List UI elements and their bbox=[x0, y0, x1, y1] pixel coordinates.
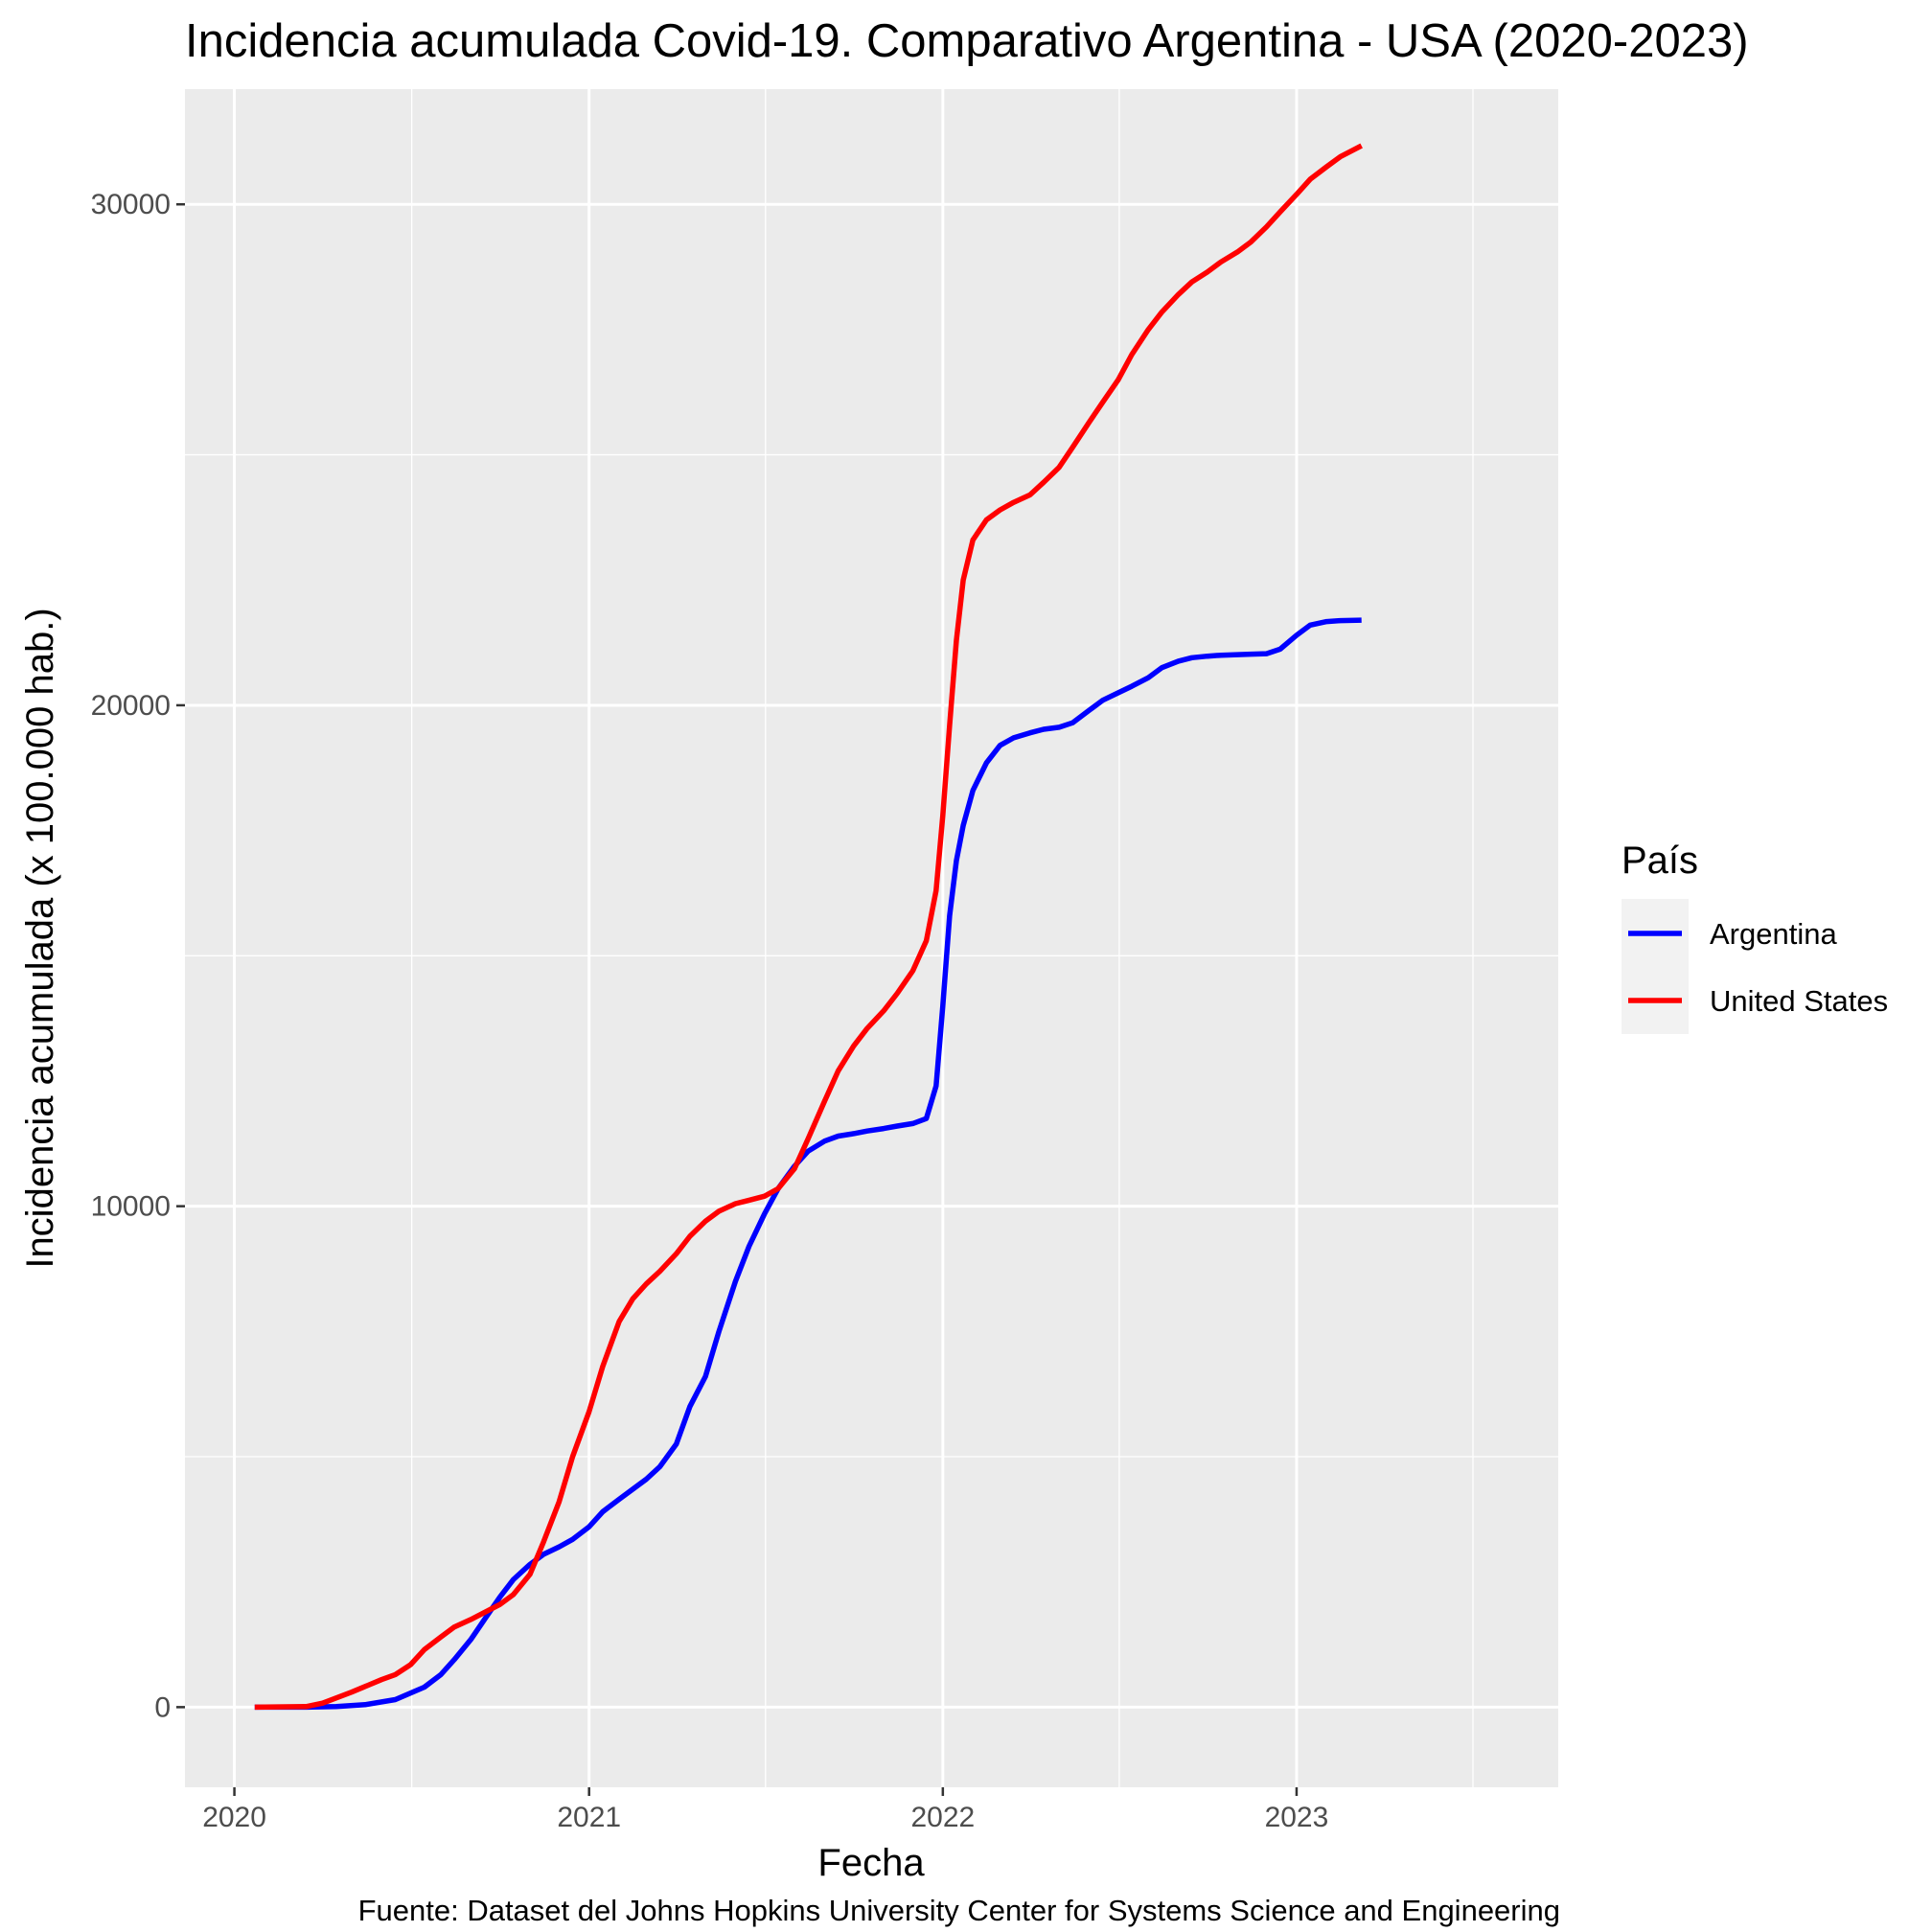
legend-key-background bbox=[1622, 899, 1689, 1034]
y-axis-title: Incidencia acumulada (x 100.000 hab.) bbox=[19, 608, 61, 1268]
legend-items: Argentina United States bbox=[1622, 899, 1888, 1034]
x-tick-label: 2020 bbox=[202, 1802, 266, 1833]
x-tick-label: 2022 bbox=[910, 1802, 975, 1833]
chart-caption: Fuente: Dataset del Johns Hopkins Univer… bbox=[358, 1894, 1560, 1927]
x-axis-title: Fecha bbox=[817, 1842, 925, 1884]
legend-label-united-states: United States bbox=[1710, 984, 1888, 1018]
chart-title: Incidencia acumulada Covid-19. Comparati… bbox=[185, 15, 1749, 67]
legend-label-argentina: Argentina bbox=[1710, 917, 1837, 951]
y-tick-label: 30000 bbox=[91, 189, 171, 220]
y-tick-label: 10000 bbox=[91, 1191, 171, 1223]
x-axis: 2020 2021 2022 2023 bbox=[202, 1787, 1328, 1833]
legend: País Argentina United States bbox=[1622, 840, 1888, 1034]
y-axis: 0 10000 20000 30000 bbox=[91, 189, 185, 1723]
x-tick-label: 2021 bbox=[557, 1802, 621, 1833]
series-lines bbox=[254, 143, 1363, 1711]
major-gridlines bbox=[185, 89, 1558, 1787]
minor-gridlines bbox=[185, 89, 1558, 1787]
series-line-argentina bbox=[254, 617, 1362, 1711]
x-tick-label: 2023 bbox=[1265, 1802, 1329, 1833]
y-tick-label: 0 bbox=[154, 1691, 171, 1723]
series-line-united-states bbox=[254, 143, 1363, 1711]
plot-panel bbox=[185, 89, 1558, 1787]
legend-title: País bbox=[1622, 840, 1698, 882]
y-tick-label: 20000 bbox=[91, 690, 171, 722]
